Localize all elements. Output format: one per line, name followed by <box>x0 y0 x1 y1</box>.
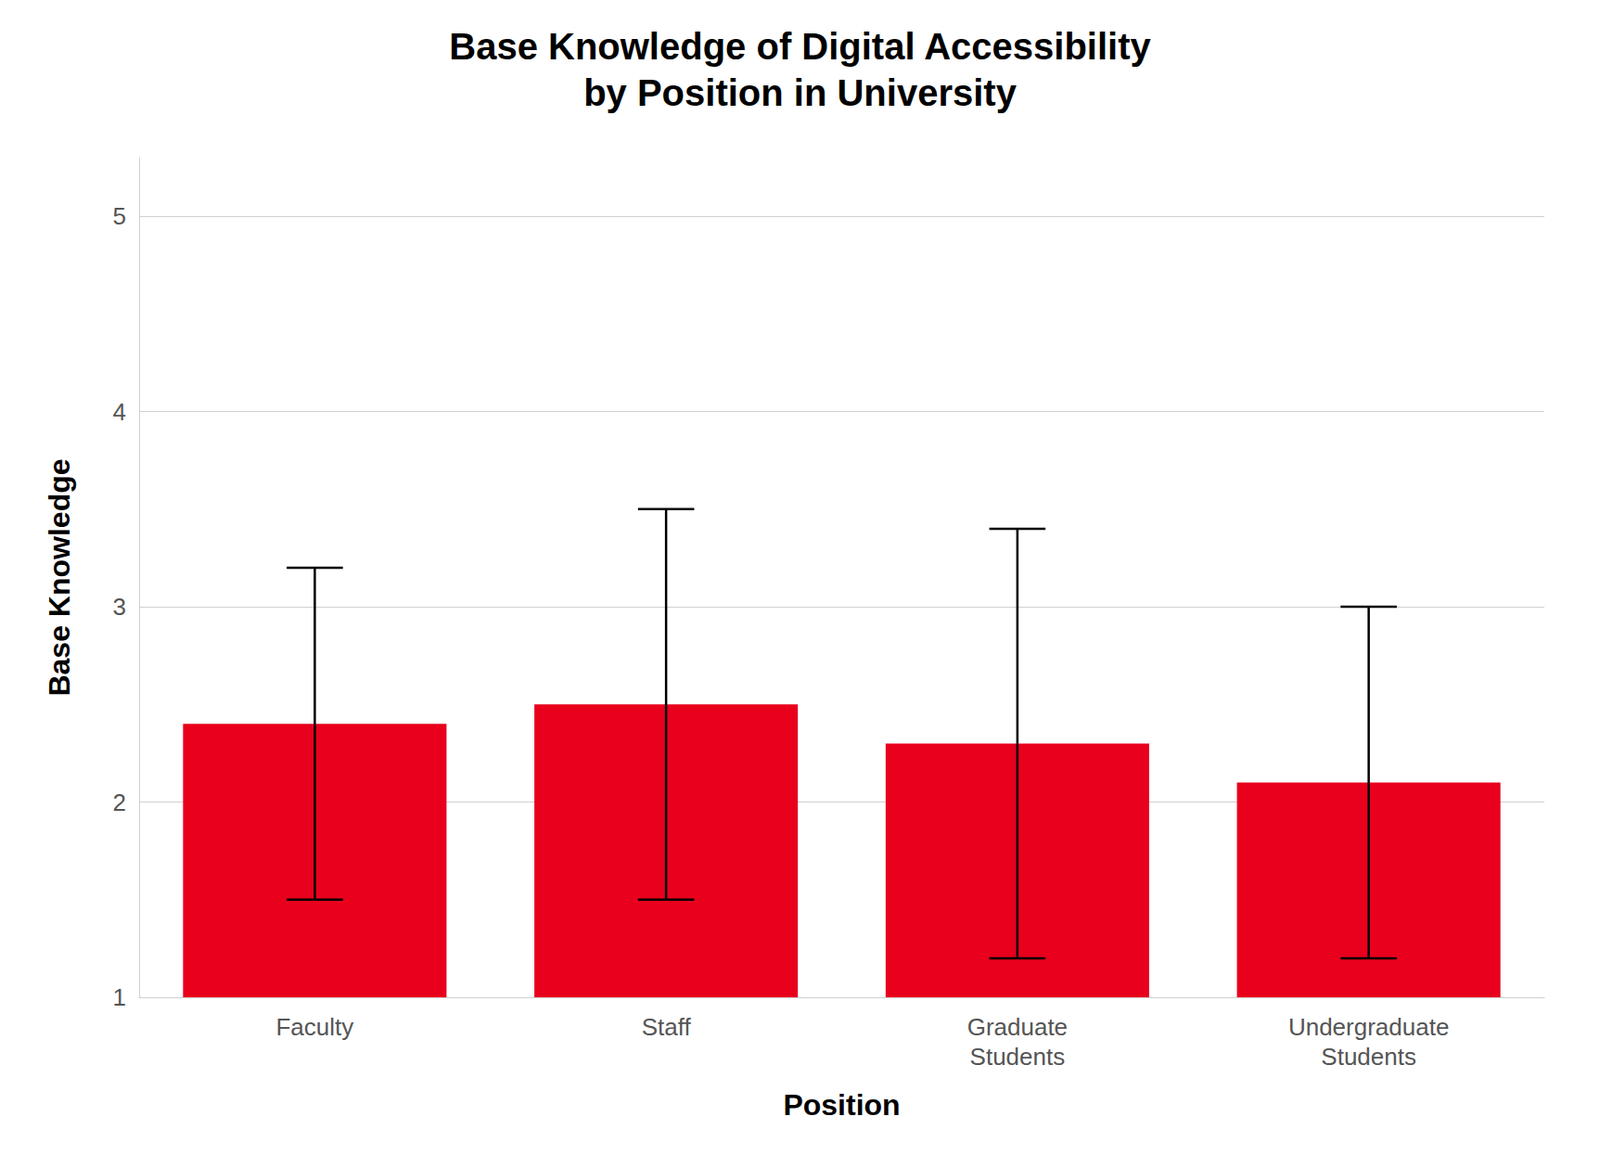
svg-text:Students: Students <box>1320 1042 1417 1071</box>
svg-text:2: 2 <box>113 788 127 817</box>
svg-text:Base Knowledge: Base Knowledge <box>42 458 77 696</box>
svg-text:Graduate: Graduate <box>967 1012 1068 1041</box>
svg-text:Faculty: Faculty <box>275 1012 354 1041</box>
svg-text:Undergraduate: Undergraduate <box>1288 1012 1449 1041</box>
svg-text:Students: Students <box>970 1042 1066 1071</box>
svg-text:5: 5 <box>113 202 127 231</box>
svg-text:1: 1 <box>113 983 127 1012</box>
svg-text:3: 3 <box>113 592 127 621</box>
svg-text:Staff: Staff <box>641 1012 692 1041</box>
svg-text:4: 4 <box>113 397 127 426</box>
svg-text:by Position in University: by Position in University <box>583 72 1018 114</box>
svg-text:Base Knowledge of Digital Acce: Base Knowledge of Digital Accessibility <box>448 25 1152 67</box>
svg-text:Position: Position <box>782 1088 900 1122</box>
